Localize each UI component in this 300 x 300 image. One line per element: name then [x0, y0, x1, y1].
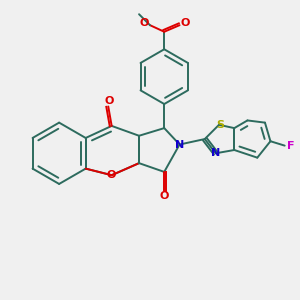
Text: N: N — [211, 148, 220, 158]
Text: S: S — [216, 120, 224, 130]
Text: O: O — [140, 18, 149, 28]
Text: O: O — [160, 191, 169, 201]
Text: O: O — [105, 96, 114, 106]
Text: O: O — [180, 18, 190, 28]
Text: F: F — [287, 141, 295, 151]
Text: N: N — [175, 140, 184, 149]
Text: O: O — [107, 170, 116, 180]
